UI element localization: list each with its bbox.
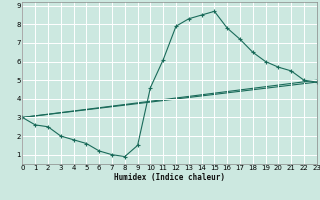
X-axis label: Humidex (Indice chaleur): Humidex (Indice chaleur) (114, 173, 225, 182)
